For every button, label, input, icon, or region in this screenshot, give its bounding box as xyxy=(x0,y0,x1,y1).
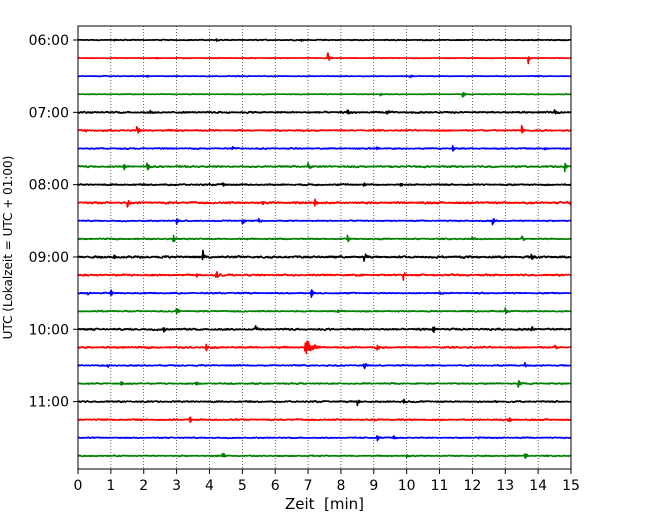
x-tick-label: 1 xyxy=(106,478,115,494)
plot-frame xyxy=(77,25,572,470)
x-tick-label: 2 xyxy=(139,478,148,494)
seismic-trace-1145 xyxy=(77,452,572,460)
seismic-trace-0630 xyxy=(77,74,572,79)
x-tick-label: 15 xyxy=(562,478,580,494)
y-axis-label: UTC (Lokalzeit = UTC + 01:00) xyxy=(1,156,15,340)
x-tick-label: 13 xyxy=(496,478,514,494)
seismic-trace-1100 xyxy=(77,398,572,407)
seismic-trace-1130 xyxy=(77,435,572,442)
seismic-trace-0815 xyxy=(77,198,572,208)
y-axis-ticks: 06:00 07:00 08:00 09:00 10:00 11:00 xyxy=(29,33,78,411)
seismic-trace-0845 xyxy=(77,234,572,243)
seismic-traces xyxy=(77,38,572,460)
x-tick-label: 5 xyxy=(238,478,247,494)
seismic-trace-1000 xyxy=(77,325,572,333)
seismic-trace-1115 xyxy=(77,416,572,423)
x-tick-label: 6 xyxy=(271,478,280,494)
seismic-trace-0915 xyxy=(77,271,572,282)
seismic-trace-0600 xyxy=(77,38,572,43)
seismic-trace-0700 xyxy=(77,109,572,115)
y-tick-label: 07:00 xyxy=(29,105,69,121)
seismic-trace-0930 xyxy=(77,289,572,299)
x-tick-label: 4 xyxy=(205,478,214,494)
seismic-trace-1030 xyxy=(77,361,572,370)
seismic-trace-0645 xyxy=(77,91,572,98)
y-tick-label: 10:00 xyxy=(29,322,69,338)
seismic-trace-1045 xyxy=(77,379,572,388)
seismic-trace-0730 xyxy=(77,144,572,152)
seismic-trace-0800 xyxy=(77,182,572,187)
x-tick-label: 11 xyxy=(431,478,449,494)
x-tick-label: 14 xyxy=(529,478,547,494)
vertical-grid xyxy=(110,26,539,469)
x-tick-label: 9 xyxy=(369,478,378,494)
seismic-trace-0615 xyxy=(77,52,572,65)
y-tick-label: 11:00 xyxy=(29,395,69,411)
seismic-trace-0830 xyxy=(77,217,572,226)
seismic-trace-1015 xyxy=(77,340,572,355)
seismic-trace-0900 xyxy=(77,249,572,262)
x-tick-label: 7 xyxy=(304,478,313,494)
y-tick-label: 09:00 xyxy=(29,250,69,266)
x-tick-label: 10 xyxy=(398,478,416,494)
seismic-trace-0745 xyxy=(77,162,572,173)
x-tick-label: 0 xyxy=(74,478,83,494)
y-tick-label: 08:00 xyxy=(29,178,69,194)
x-tick-label: 12 xyxy=(463,478,481,494)
x-axis-ticks: 0 1 2 3 4 5 6 7 8 9 10 11 12 13 14 15 xyxy=(74,469,580,494)
seismic-trace-0945 xyxy=(77,307,572,315)
seismic-trace-0715 xyxy=(77,124,572,134)
x-axis-label: Zeit [min] xyxy=(285,495,364,513)
y-tick-label: 06:00 xyxy=(29,33,69,49)
x-tick-label: 3 xyxy=(172,478,181,494)
x-tick-label: 8 xyxy=(336,478,345,494)
